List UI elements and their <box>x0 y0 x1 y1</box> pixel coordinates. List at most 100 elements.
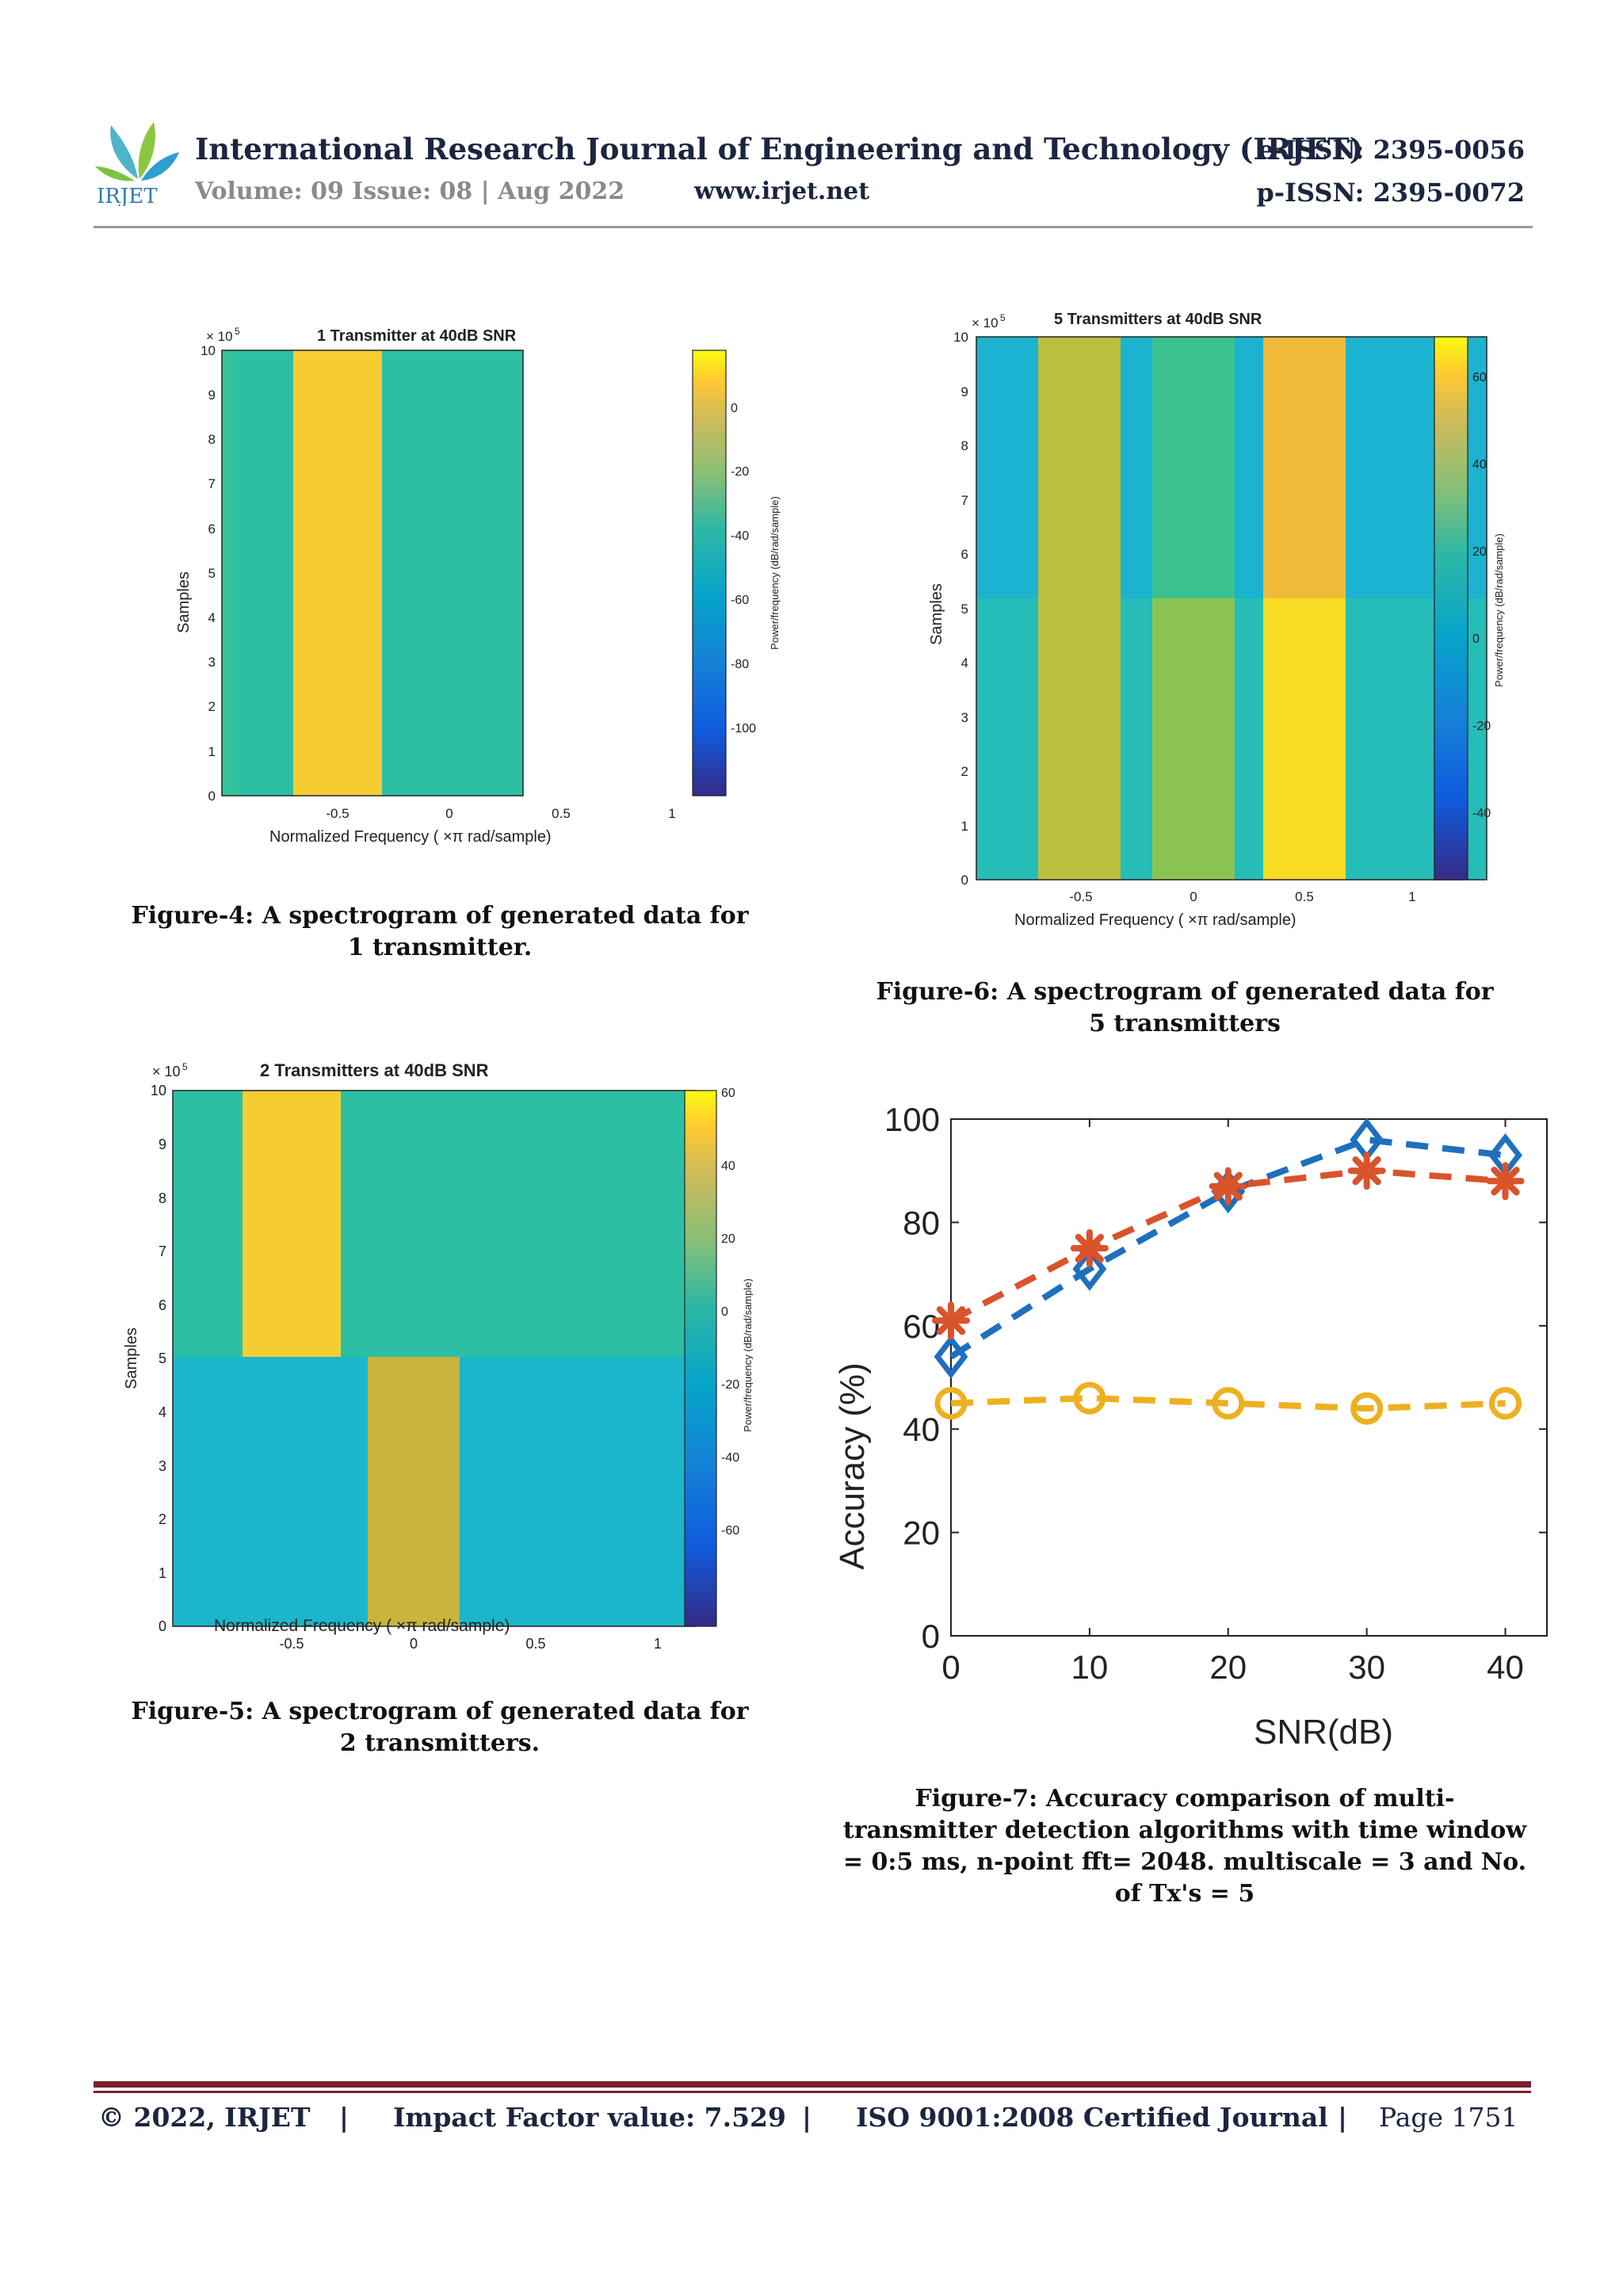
fig6-ctick: -40 <box>1472 807 1491 820</box>
fig6-ytick: 3 <box>961 710 968 725</box>
fig6-ytick: 2 <box>961 764 968 779</box>
fig4-ctick: 0 <box>731 402 738 415</box>
fig5-xtick: -0.5 <box>279 1636 304 1652</box>
fig5-colorbar-label: Power/frequency (dB/rad/sample) <box>742 1278 753 1432</box>
fig5-colorbar-ticks: 60 40 20 0 -20 -40 -60 <box>721 1087 739 1538</box>
fig4-xtick: 0.5 <box>552 806 571 821</box>
fig6-ytick: 5 <box>961 602 968 617</box>
fig4-colorbar-label: Power/frequency (dB/rad/sample) <box>769 496 781 650</box>
fig5-ctick: -60 <box>721 1524 739 1538</box>
fig7-point-circle <box>1489 1387 1522 1420</box>
fig4-ytick: 5 <box>208 566 216 581</box>
fig4-ctick: -80 <box>731 658 749 671</box>
fig5-ctick: -20 <box>721 1378 739 1392</box>
fig7-asterisk-stroke <box>1491 1167 1520 1196</box>
fig5-ctick: 0 <box>721 1305 728 1319</box>
fig5-ctick: 20 <box>721 1232 735 1246</box>
fig7-point-asterisk <box>932 1301 970 1340</box>
fig4-colorbar <box>692 350 727 797</box>
fig5-ytick: 5 <box>158 1350 166 1366</box>
header-divider <box>94 226 1533 228</box>
footer-separator: | <box>1338 2102 1348 2133</box>
fig5-ytick: 0 <box>158 1618 166 1634</box>
fig6-ctick: -20 <box>1472 720 1491 733</box>
fig4-y-exponent: × 10 <box>206 329 233 344</box>
fig6-ytick: 8 <box>961 438 968 453</box>
footer-page-number: Page 1751 <box>1379 2102 1518 2133</box>
logo-leaves-icon <box>95 122 179 181</box>
fig7-ytick-label: 40 <box>903 1411 940 1448</box>
fig6-y-exponent-sup: 5 <box>1000 312 1006 323</box>
fig7-point-diamond <box>934 1335 968 1379</box>
fig5-ytick: 6 <box>158 1297 166 1313</box>
figure-5-spectrogram: 2 Transmitters at 40dB SNR × 10 5 0 1 2 … <box>123 1060 739 1652</box>
fig7-ylabel: Accuracy (%) <box>833 1362 872 1570</box>
footer-copyright: © 2022, IRJET <box>98 2102 311 2133</box>
fig6-colorbar-ticks: 60 40 20 0 -20 -40 <box>1472 371 1491 820</box>
fig7-xtick-label: 30 <box>1348 1648 1385 1686</box>
figure-6-colorbar-panel: 60 40 20 0 -20 -40 Power/frequency (dB/r… <box>1434 337 1505 881</box>
fig6-ctick: 40 <box>1472 458 1487 472</box>
fig6-xtick: 0.5 <box>1295 889 1314 904</box>
fig4-ytick: 4 <box>208 610 216 625</box>
fig6-title: 5 Transmitters at 40dB SNR <box>1054 311 1262 328</box>
footer-iso: ISO 9001:2008 Certified Journal <box>856 2102 1328 2133</box>
fig4-ytick: 6 <box>208 521 216 537</box>
footer-rule <box>94 2081 1531 2088</box>
fig4-ctick: -60 <box>731 594 749 607</box>
fig5-ytick: 10 <box>151 1083 166 1098</box>
fig4-x-ticks: -0.5 0 0.5 1 <box>326 806 675 821</box>
fig6-xtick: 0 <box>1190 889 1197 904</box>
fig5-ytick: 8 <box>158 1190 166 1206</box>
fig4-y-ticks: 0 1 2 3 4 5 6 7 8 9 10 <box>200 343 216 804</box>
fig7-point-asterisk <box>1209 1167 1247 1205</box>
fig6-colorbar-bar <box>1434 337 1468 881</box>
fig4-title: 1 Transmitter at 40dB SNR <box>317 327 517 345</box>
footer-impact-factor: Impact Factor value: 7.529 <box>393 2102 786 2133</box>
fig7-point-asterisk <box>1347 1152 1386 1190</box>
fig5-ctick: 60 <box>721 1087 735 1100</box>
journal-title: International Research Journal of Engine… <box>195 132 1364 166</box>
fig7-series-line <box>949 1136 1506 1360</box>
fig7-point-circle <box>934 1387 968 1420</box>
fig6-ctick: 60 <box>1472 371 1487 384</box>
fig4-xtick: 1 <box>668 806 675 821</box>
fig7-plot-frame <box>950 1118 1548 1637</box>
footer-separator: | <box>339 2102 349 2133</box>
fig4-ytick: 0 <box>208 789 216 804</box>
e-issn: e-ISSN: 2395-0056 <box>1258 135 1525 165</box>
fig5-title: 2 Transmitters at 40dB SNR <box>260 1060 489 1080</box>
fig6-ytick: 0 <box>961 873 968 888</box>
fig5-ytick: 7 <box>158 1244 166 1259</box>
fig6-ytick: 9 <box>961 384 968 399</box>
fig4-xtick: 0 <box>445 806 453 821</box>
fig7-asterisk-stroke <box>1075 1233 1105 1263</box>
fig6-ylabel: Samples <box>928 583 945 645</box>
fig5-ytick: 9 <box>158 1137 166 1152</box>
fig4-colorbar-ticks: 0 -20 -40 -60 -80 -100 <box>731 402 756 735</box>
fig6-x-ticks: -0.5 0 0.5 1 <box>1069 889 1415 904</box>
fig5-xtick: 1 <box>654 1636 662 1652</box>
fig6-y-exponent: × 10 <box>972 315 999 330</box>
fig7-xtick-label: 20 <box>1209 1648 1247 1686</box>
fig4-ytick: 1 <box>208 744 216 759</box>
fig6-ytick: 4 <box>961 655 968 670</box>
fig7-xtick-label: 0 <box>941 1648 960 1686</box>
figure-7-caption: Figure-7: Accuracy comparison of multi-t… <box>842 1785 1527 1908</box>
fig4-plot-area <box>221 350 524 797</box>
figure-6-caption: Figure-6: A spectrogram of generated dat… <box>876 978 1494 1037</box>
footer-rule-thin <box>94 2091 1531 2093</box>
fig6-ytick: 7 <box>961 493 968 508</box>
website-link[interactable]: www.irjet.net <box>694 178 870 205</box>
fig5-ylabel: Samples <box>123 1328 140 1389</box>
fig7-point-circle <box>1212 1387 1245 1420</box>
fig4-ytick: 10 <box>200 343 216 358</box>
fig4-ctick: -100 <box>731 722 756 735</box>
volume-issue: Volume: 09 Issue: 08 | Aug 2022 <box>195 178 625 205</box>
fig4-xtick: -0.5 <box>326 806 349 821</box>
fig4-ytick: 7 <box>208 476 216 491</box>
fig7-asterisk-stroke <box>1352 1156 1381 1186</box>
fig5-ytick: 4 <box>158 1404 166 1420</box>
fig4-ctick: -20 <box>731 465 749 479</box>
fig4-ytick: 8 <box>208 432 216 447</box>
